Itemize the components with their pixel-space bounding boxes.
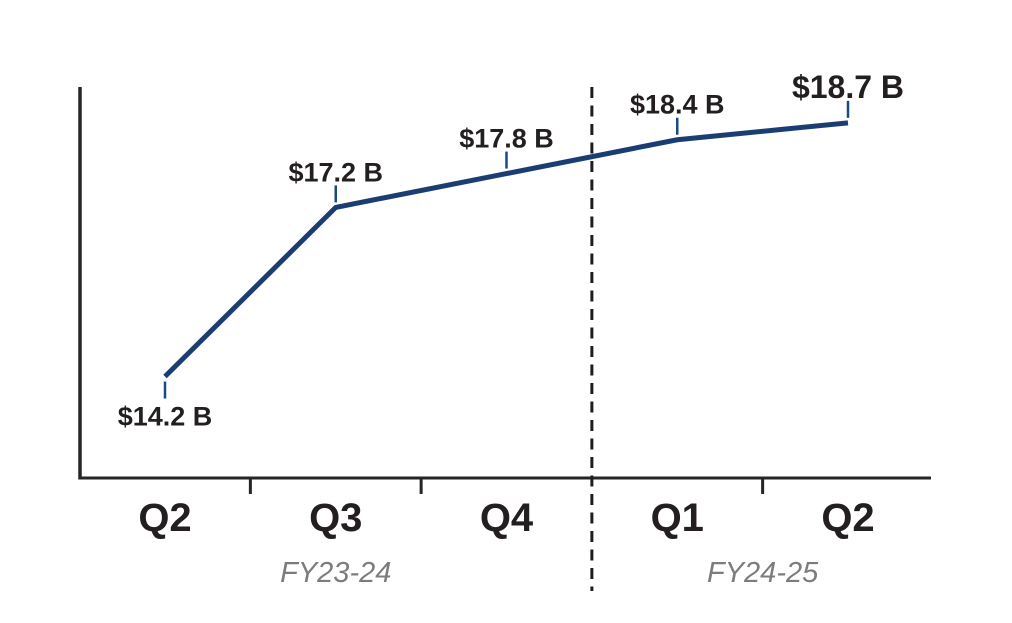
data-point-label: $14.2 B bbox=[118, 402, 213, 432]
fiscal-year-label: FY24-25 bbox=[707, 557, 819, 589]
data-point-label: $17.8 B bbox=[459, 124, 554, 154]
x-category-label: Q2 bbox=[138, 496, 191, 540]
x-category-label: Q2 bbox=[821, 496, 874, 540]
data-point-label: $17.2 B bbox=[288, 157, 383, 187]
fiscal-year-label: FY23-24 bbox=[280, 557, 391, 589]
x-category-label: Q3 bbox=[309, 496, 362, 540]
data-point-label: $18.7 B bbox=[792, 69, 904, 105]
revenue-series-line bbox=[163, 120, 849, 379]
x-category-label: Q4 bbox=[480, 496, 534, 540]
x-category-label: Q1 bbox=[651, 496, 704, 540]
data-point-label: $18.4 B bbox=[630, 90, 725, 120]
